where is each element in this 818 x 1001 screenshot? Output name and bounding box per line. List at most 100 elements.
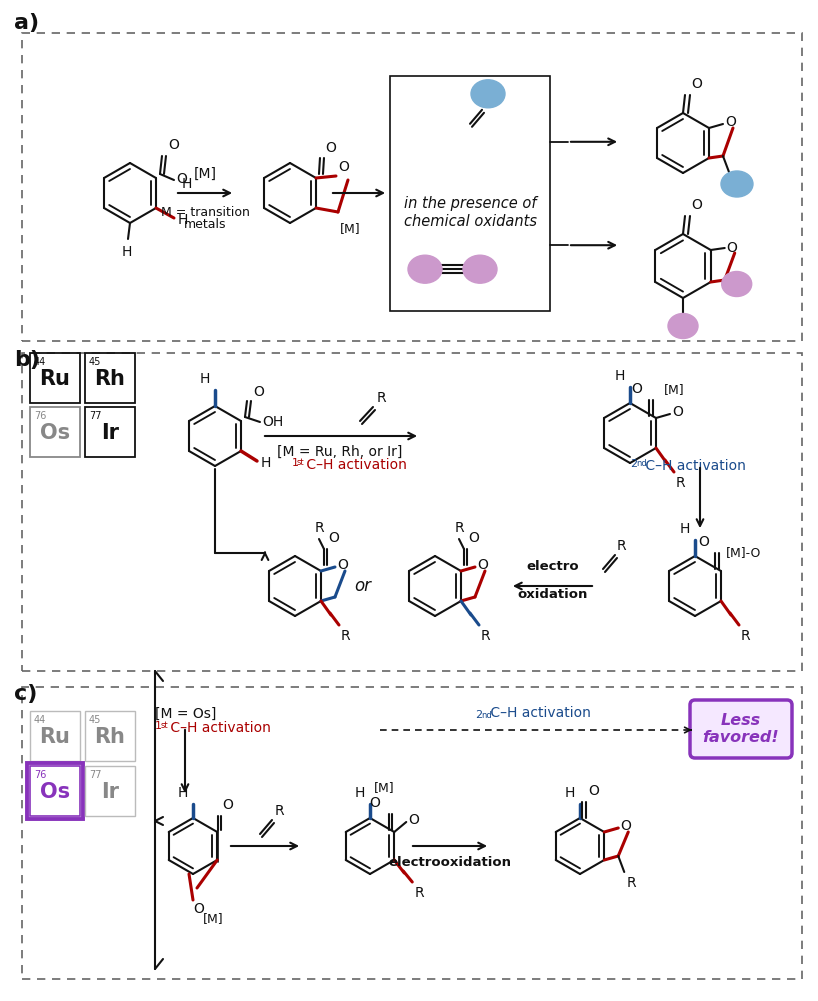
Text: R: R bbox=[481, 629, 491, 643]
Text: R: R bbox=[455, 521, 465, 535]
Ellipse shape bbox=[463, 255, 497, 283]
Ellipse shape bbox=[721, 171, 753, 197]
Text: O: O bbox=[725, 115, 736, 129]
Bar bbox=[30, 407, 80, 457]
Text: O: O bbox=[176, 172, 187, 186]
Text: O: O bbox=[338, 160, 348, 174]
Bar bbox=[30, 353, 80, 403]
Text: Os: Os bbox=[40, 782, 70, 802]
Text: b): b) bbox=[14, 350, 40, 370]
Text: Less
favored!: Less favored! bbox=[703, 713, 780, 745]
Text: 76: 76 bbox=[34, 411, 47, 421]
Text: O: O bbox=[631, 382, 642, 396]
Text: Rh: Rh bbox=[95, 369, 125, 389]
Text: [M]: [M] bbox=[374, 781, 394, 794]
Text: R: R bbox=[414, 886, 424, 900]
Text: electrooxidation: electrooxidation bbox=[389, 856, 511, 869]
Ellipse shape bbox=[471, 80, 505, 108]
FancyBboxPatch shape bbox=[690, 700, 792, 758]
Text: O: O bbox=[168, 138, 179, 152]
Text: M = transition: M = transition bbox=[160, 206, 249, 219]
Text: 45: 45 bbox=[89, 715, 101, 725]
Text: O: O bbox=[477, 558, 488, 572]
Text: [M]: [M] bbox=[203, 912, 223, 925]
Text: O: O bbox=[691, 198, 702, 212]
Text: in the presence of
chemical oxidants: in the presence of chemical oxidants bbox=[403, 196, 537, 228]
Text: C–H activation: C–H activation bbox=[641, 459, 746, 473]
Text: oxidation: oxidation bbox=[518, 588, 588, 601]
Text: O: O bbox=[193, 902, 204, 916]
Text: nd: nd bbox=[481, 711, 492, 720]
Text: O: O bbox=[691, 77, 702, 91]
Text: [M]: [M] bbox=[340, 222, 361, 235]
Ellipse shape bbox=[668, 313, 698, 338]
Text: [M = Ru, Rh, or Ir]: [M = Ru, Rh, or Ir] bbox=[277, 445, 402, 459]
Text: H: H bbox=[122, 245, 133, 259]
Text: O: O bbox=[620, 819, 631, 833]
Text: Ru: Ru bbox=[39, 369, 70, 389]
Bar bbox=[85, 353, 135, 403]
Text: C–H activation: C–H activation bbox=[166, 721, 271, 735]
Bar bbox=[30, 766, 80, 816]
Text: O: O bbox=[325, 141, 336, 155]
Text: O: O bbox=[588, 784, 599, 798]
Text: H: H bbox=[261, 456, 272, 470]
Text: O: O bbox=[222, 798, 233, 812]
Text: c): c) bbox=[14, 684, 38, 704]
Text: Rh: Rh bbox=[95, 727, 125, 747]
Text: H: H bbox=[178, 786, 188, 800]
Text: H: H bbox=[564, 786, 575, 800]
Text: O: O bbox=[726, 241, 738, 255]
Text: 1: 1 bbox=[292, 458, 299, 468]
Text: 44: 44 bbox=[34, 715, 47, 725]
Text: Os: Os bbox=[40, 423, 70, 443]
Text: R: R bbox=[676, 476, 685, 490]
Text: O: O bbox=[672, 405, 683, 419]
Text: R: R bbox=[275, 804, 285, 818]
Text: 77: 77 bbox=[89, 770, 101, 780]
Text: O: O bbox=[698, 535, 709, 549]
Text: O: O bbox=[337, 558, 348, 572]
Text: st: st bbox=[297, 458, 304, 467]
Bar bbox=[22, 353, 802, 671]
Text: 2: 2 bbox=[475, 710, 482, 720]
Bar bbox=[30, 711, 80, 761]
Bar bbox=[85, 407, 135, 457]
Text: C–H activation: C–H activation bbox=[302, 458, 407, 472]
Text: C–H activation: C–H activation bbox=[486, 706, 591, 720]
Bar bbox=[85, 766, 135, 816]
Text: electro: electro bbox=[527, 560, 579, 573]
Text: H: H bbox=[182, 177, 192, 191]
Ellipse shape bbox=[721, 271, 752, 296]
Text: 77: 77 bbox=[89, 411, 101, 421]
Text: H: H bbox=[178, 213, 188, 227]
Text: OH: OH bbox=[262, 415, 283, 429]
Bar bbox=[22, 687, 802, 979]
Ellipse shape bbox=[408, 255, 442, 283]
Text: O: O bbox=[253, 385, 264, 399]
Text: R: R bbox=[315, 521, 325, 535]
Text: Ru: Ru bbox=[39, 727, 70, 747]
Text: metals: metals bbox=[184, 218, 227, 231]
Bar bbox=[27, 763, 83, 819]
Text: 1: 1 bbox=[155, 721, 162, 731]
Text: 44: 44 bbox=[34, 357, 47, 367]
Text: O: O bbox=[370, 796, 380, 810]
Text: H: H bbox=[680, 522, 690, 536]
Text: O: O bbox=[408, 813, 419, 827]
Text: or: or bbox=[354, 577, 371, 595]
Text: H: H bbox=[355, 786, 365, 800]
Text: R: R bbox=[341, 629, 351, 643]
Text: O: O bbox=[468, 531, 479, 545]
Text: [M]: [M] bbox=[664, 383, 685, 396]
Text: 2: 2 bbox=[630, 459, 637, 469]
Text: st: st bbox=[161, 721, 169, 730]
Bar bbox=[85, 711, 135, 761]
Bar bbox=[22, 33, 802, 341]
Text: nd: nd bbox=[636, 459, 647, 468]
Text: O: O bbox=[328, 531, 339, 545]
Text: R: R bbox=[617, 539, 627, 553]
Text: R: R bbox=[627, 876, 636, 890]
Text: R: R bbox=[741, 629, 751, 643]
Text: R: R bbox=[377, 391, 387, 405]
